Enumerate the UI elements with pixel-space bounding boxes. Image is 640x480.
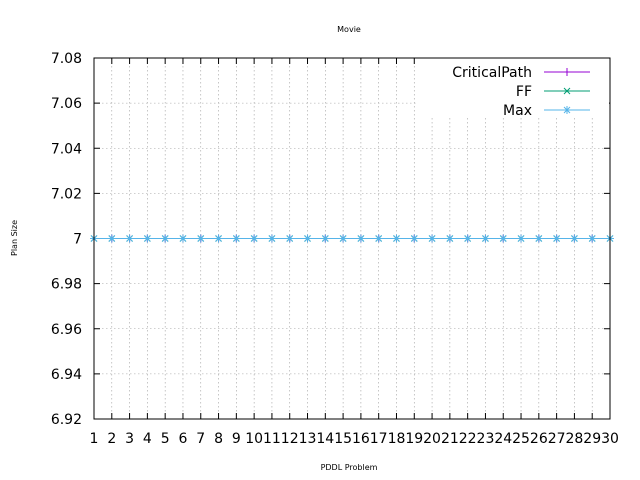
- x-tick-label: 11: [263, 431, 281, 447]
- y-tick-label: 6.92: [51, 412, 82, 428]
- x-tick-label: 21: [441, 431, 459, 447]
- x-tick-label: 30: [601, 431, 619, 447]
- x-tick-label: 16: [352, 431, 370, 447]
- x-tick-label: 18: [388, 431, 406, 447]
- x-tick-label: 3: [125, 431, 134, 447]
- data-point-max: [143, 234, 152, 243]
- plot-frame: [93, 57, 611, 420]
- data-point-max: [410, 234, 419, 243]
- data-point-max: [588, 234, 597, 243]
- data-point-max: [125, 234, 134, 243]
- data-point-max: [178, 234, 187, 243]
- legend-marker-criticalpath: [563, 68, 571, 76]
- x-tick-label: 17: [370, 431, 388, 447]
- x-tick-label: 27: [548, 431, 566, 447]
- data-point-max: [517, 234, 526, 243]
- x-tick-label: 22: [459, 431, 477, 447]
- y-tick-label: 7.08: [51, 51, 82, 67]
- data-point-max: [534, 234, 543, 243]
- x-axis-label: PDDL Problem: [321, 463, 378, 472]
- y-tick-label: 7: [73, 232, 82, 248]
- x-tick-label: 12: [281, 431, 299, 447]
- data-point-max: [392, 234, 401, 243]
- y-tick-label: 6.94: [51, 367, 82, 383]
- legend-label-ff: FF: [516, 84, 532, 100]
- data-point-max: [445, 234, 454, 243]
- data-point-max: [285, 234, 294, 243]
- x-tick-label: 29: [583, 431, 601, 447]
- y-axis-label: Plan Size: [10, 220, 19, 256]
- data-point-max: [267, 234, 276, 243]
- x-tick-label: 24: [494, 431, 512, 447]
- x-tick-label: 15: [334, 431, 352, 447]
- x-tick-label: 23: [477, 431, 495, 447]
- x-tick-label: 6: [179, 431, 188, 447]
- data-point-max: [499, 234, 508, 243]
- data-point-max: [214, 234, 223, 243]
- x-tick-label: 2: [107, 431, 116, 447]
- x-tick-label: 14: [316, 431, 334, 447]
- data-point-max: [428, 234, 437, 243]
- series-lines: [90, 234, 614, 243]
- y-tick-label: 6.96: [51, 322, 82, 338]
- data-point-max: [303, 234, 312, 243]
- data-point-max: [161, 234, 170, 243]
- chart-title: Movie: [337, 25, 361, 34]
- data-point-max: [374, 234, 383, 243]
- x-tick-label: 9: [232, 431, 241, 447]
- x-tick-label: 25: [512, 431, 530, 447]
- data-point-max: [321, 234, 330, 243]
- x-tick-label: 1: [90, 431, 99, 447]
- y-tick-label: 6.98: [51, 277, 82, 293]
- data-point-max: [463, 234, 472, 243]
- data-point-max: [481, 234, 490, 243]
- x-tick-label: 13: [299, 431, 317, 447]
- y-tick-label: 7.04: [51, 141, 82, 157]
- x-tick-label: 19: [405, 431, 423, 447]
- x-tick-label: 10: [245, 431, 263, 447]
- x-tick-label: 20: [423, 431, 441, 447]
- y-tick-label: 7.02: [51, 186, 82, 202]
- y-tick-label: 7.06: [51, 96, 82, 112]
- legend: CriticalPath FF Max: [416, 58, 609, 119]
- data-point-max: [339, 234, 348, 243]
- data-point-max: [232, 234, 241, 243]
- legend-marker-ff: [563, 87, 571, 95]
- legend-background: [416, 58, 609, 118]
- data-point-max: [250, 234, 259, 243]
- data-point-max: [552, 234, 561, 243]
- data-point-max: [196, 234, 205, 243]
- data-point-max: [570, 234, 579, 243]
- legend-label-max: Max: [503, 103, 532, 119]
- data-point-max: [107, 234, 116, 243]
- x-tick-label: 28: [565, 431, 583, 447]
- data-point-max: [356, 234, 365, 243]
- legend-label-criticalpath: CriticalPath: [452, 65, 532, 81]
- x-tick-label: 8: [214, 431, 223, 447]
- legend-marker-max: [563, 106, 571, 114]
- x-tick-label: 4: [143, 431, 152, 447]
- x-tick-label: 5: [161, 431, 170, 447]
- x-tick-label: 7: [196, 431, 205, 447]
- x-tick-label: 26: [530, 431, 548, 447]
